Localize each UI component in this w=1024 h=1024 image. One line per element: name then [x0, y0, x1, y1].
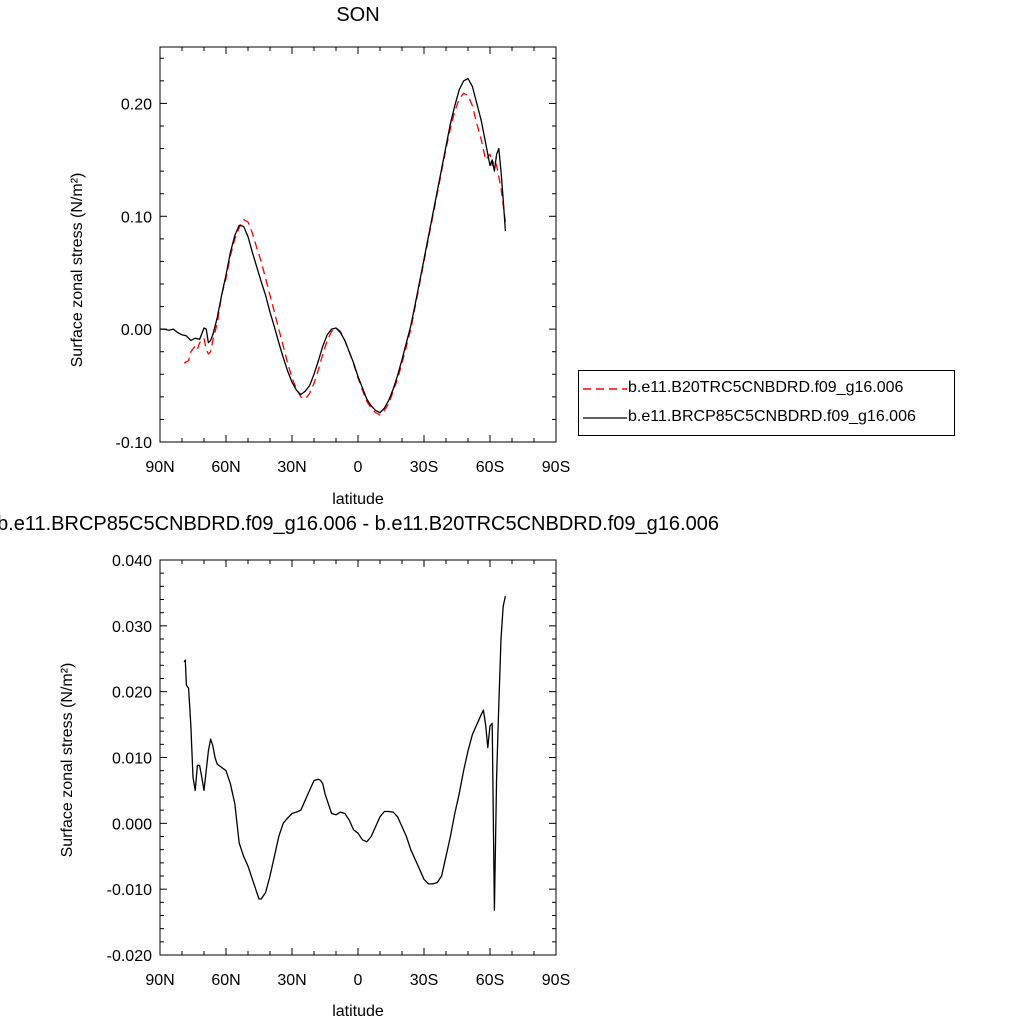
bottom-ytick-label: -0.020 [107, 948, 152, 965]
legend: b.e11.B20TRC5CNBDRD.f09_g16.006 b.e11.BR… [578, 370, 955, 436]
bottom-xtick-label: 90S [542, 972, 570, 989]
legend-entry-1: b.e11.B20TRC5CNBDRD.f09_g16.006 [583, 378, 951, 400]
top-ytick-label: -0.10 [116, 435, 153, 452]
bottom-series-line-1 [183, 596, 507, 911]
legend-swatch-1 [583, 388, 627, 390]
chart-bottom-xlabel: latitude [332, 1003, 384, 1020]
top-xtick-label: 30S [410, 459, 438, 476]
bottom-xtick-label: 30S [410, 972, 438, 989]
bottom-xtick-label: 60N [211, 972, 240, 989]
top-series-line-1 [183, 92, 507, 416]
bottom-ytick-label: 0.030 [112, 619, 152, 636]
bottom-xtick-label: 60S [476, 972, 504, 989]
top-xtick-label: 60S [476, 459, 504, 476]
top-xtick-label: 90S [542, 459, 570, 476]
top-ytick-label: 0.00 [121, 322, 152, 339]
top-plot-frame [159, 46, 557, 443]
chart-bottom-title: b.e11.BRCP85C5CNBDRD.f09_g16.006 - b.e11… [0, 513, 719, 535]
legend-swatch-2 [583, 417, 627, 419]
bottom-xtick-label: 0 [354, 972, 363, 989]
top-xtick-label: 0 [354, 459, 363, 476]
bottom-ytick-label: 0.020 [112, 685, 152, 702]
top-xtick-label: 60N [211, 459, 240, 476]
top-xtick-label: 90N [145, 459, 174, 476]
bottom-xtick-label: 30N [277, 972, 306, 989]
top-ytick-label: 0.20 [121, 96, 152, 113]
bottom-ytick-label: -0.010 [107, 882, 152, 899]
bottom-xtick-label: 90N [145, 972, 174, 989]
legend-entry-2: b.e11.BRCP85C5CNBDRD.f09_g16.006 [583, 407, 951, 429]
bottom-ytick-label: 0.000 [112, 816, 152, 833]
top-series-line-2 [160, 77, 507, 414]
top-ytick-label: 0.10 [121, 209, 152, 226]
bottom-ytick-label: 0.010 [112, 751, 152, 768]
chart-top-title: SON [336, 4, 380, 26]
legend-label-2: b.e11.BRCP85C5CNBDRD.f09_g16.006 [628, 408, 916, 425]
top-xtick-label: 30N [277, 459, 306, 476]
chart-top-xlabel: latitude [332, 491, 384, 508]
bottom-ytick-label: 0.040 [112, 553, 152, 570]
legend-label-1: b.e11.B20TRC5CNBDRD.f09_g16.006 [628, 379, 904, 396]
